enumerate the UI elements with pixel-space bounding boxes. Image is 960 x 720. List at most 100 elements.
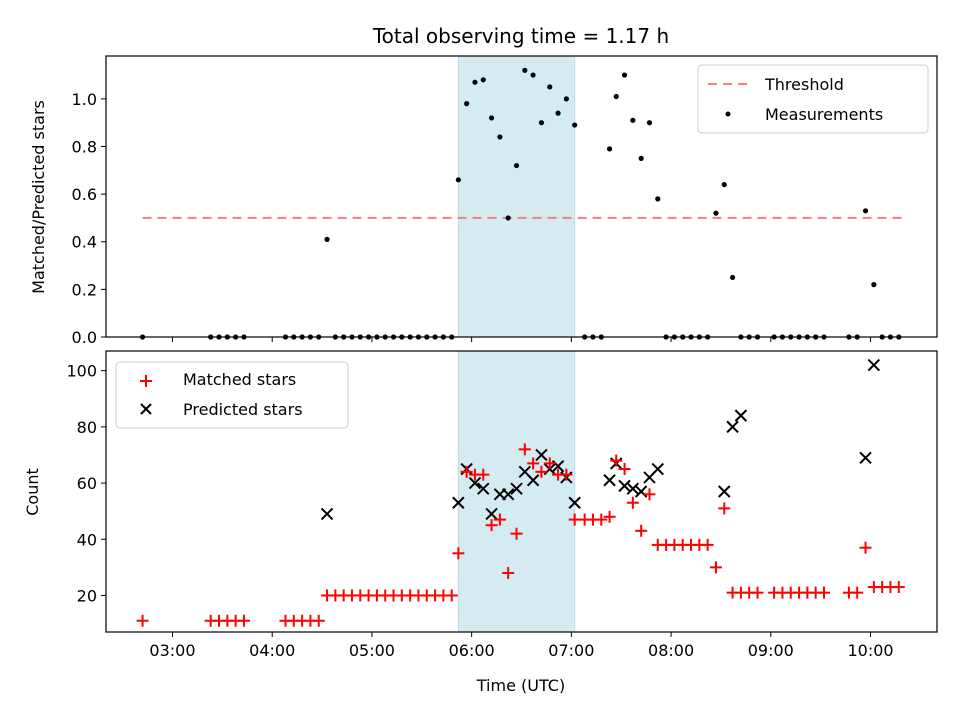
matched-marker bbox=[610, 454, 623, 467]
matched-marker bbox=[485, 519, 498, 532]
x-axis-label: Time (UTC) bbox=[476, 676, 565, 695]
measurement-point bbox=[655, 196, 661, 202]
matched-marker bbox=[701, 538, 714, 551]
measurement-point bbox=[488, 115, 495, 121]
top-legend: Threshold Measurements bbox=[697, 64, 929, 134]
predicted-marker bbox=[634, 485, 648, 498]
predicted-marker bbox=[626, 482, 640, 495]
predicted-marker-stroke bbox=[651, 462, 664, 476]
matched-marker bbox=[510, 527, 523, 540]
matched-marker bbox=[618, 463, 631, 476]
predicted-marker-stroke bbox=[477, 482, 490, 495]
legend-threshold-label: Threshold bbox=[764, 75, 844, 94]
predicted-marker-stroke bbox=[626, 482, 640, 495]
measurement-point bbox=[547, 84, 553, 90]
y-tick-label: 60 bbox=[77, 474, 97, 493]
matched-marker bbox=[718, 502, 731, 515]
y-tick-label: 0.4 bbox=[72, 233, 97, 252]
measurement-point bbox=[721, 181, 727, 188]
predicted-marker-stroke bbox=[634, 485, 648, 498]
y-tick-label: 80 bbox=[77, 418, 97, 437]
matched-marker bbox=[518, 443, 531, 456]
predicted-marker bbox=[734, 409, 748, 422]
measurement-point bbox=[563, 96, 569, 102]
x-tick-label: 10:00 bbox=[847, 641, 893, 660]
measurement-point bbox=[505, 215, 511, 221]
measurement-point bbox=[530, 72, 536, 78]
predicted-marker bbox=[859, 451, 872, 464]
bottom-shaded-span bbox=[457, 350, 576, 633]
top-panel: 0.0 0.2 0.4 0.6 0.8 1.0 Matched/Predicted sta… bbox=[29, 55, 938, 347]
matched-marker bbox=[502, 566, 515, 579]
measurement-point bbox=[646, 120, 653, 126]
bottom-y-axis-ticks: 20 40 60 80 100 bbox=[66, 362, 106, 605]
predicted-markers bbox=[320, 358, 881, 521]
matched-marker bbox=[445, 589, 458, 602]
matched-marker bbox=[136, 614, 149, 627]
measurement-point bbox=[455, 177, 461, 183]
predicted-marker bbox=[651, 462, 664, 476]
predicted-marker-stroke bbox=[535, 448, 548, 462]
bottom-panel: 20 40 60 80 100 03:00 04:00 05:00 06:00 07:00 08:… bbox=[23, 350, 938, 695]
legend-predicted-label: Predicted stars bbox=[183, 400, 303, 419]
measurement-point bbox=[324, 236, 330, 242]
matched-marker bbox=[237, 614, 250, 627]
x-tick-label: 08:00 bbox=[648, 641, 694, 660]
measurement-point bbox=[555, 110, 561, 116]
measurement-point bbox=[621, 72, 628, 78]
measurement-point bbox=[472, 79, 478, 85]
predicted-marker bbox=[867, 358, 881, 372]
measurement-point bbox=[729, 274, 736, 281]
y-tick-label: 100 bbox=[66, 362, 97, 381]
measurement-point bbox=[613, 93, 619, 100]
measurement-point bbox=[713, 210, 719, 216]
predicted-marker-stroke bbox=[734, 409, 748, 422]
y-tick-label: 1.0 bbox=[72, 90, 97, 109]
matched-marker bbox=[817, 586, 830, 599]
matched-marker bbox=[560, 468, 573, 481]
measurement-point bbox=[606, 146, 613, 152]
measurement-point bbox=[862, 208, 869, 214]
predicted-marker-stroke bbox=[510, 482, 523, 495]
bottom-x-axis-ticks: 03:00 04:00 05:00 06:00 07:00 08:00 09:00 10:00 bbox=[149, 632, 894, 660]
predicted-marker bbox=[618, 479, 631, 493]
predicted-marker-stroke bbox=[518, 465, 532, 479]
legend-matched-swatch bbox=[140, 375, 152, 387]
predicted-marker-stroke bbox=[726, 420, 739, 434]
measurement-point bbox=[480, 77, 486, 83]
x-tick-label: 06:00 bbox=[449, 641, 495, 660]
matched-marker bbox=[643, 488, 656, 501]
predicted-marker bbox=[568, 496, 581, 509]
x-tick-label: 03:00 bbox=[149, 641, 195, 660]
predicted-marker bbox=[510, 482, 523, 495]
matched-marker bbox=[892, 581, 905, 594]
predicted-marker bbox=[526, 474, 540, 487]
matched-marker bbox=[603, 510, 616, 523]
matched-markers bbox=[136, 443, 905, 627]
bottom-y-axis-label: Count bbox=[23, 468, 42, 516]
matched-marker bbox=[751, 586, 764, 599]
y-tick-label: 0.0 bbox=[72, 328, 97, 347]
predicted-marker bbox=[535, 448, 548, 462]
y-tick-label: 20 bbox=[77, 586, 97, 605]
predicted-marker-stroke bbox=[320, 507, 334, 521]
predicted-marker-stroke bbox=[867, 358, 881, 372]
matched-marker bbox=[477, 468, 490, 481]
measurement-point bbox=[538, 120, 545, 126]
x-tick-label: 05:00 bbox=[349, 641, 395, 660]
predicted-marker bbox=[718, 485, 731, 498]
matched-marker bbox=[527, 457, 540, 470]
y-tick-label: 0.8 bbox=[72, 137, 97, 156]
top-axes-frame bbox=[105, 55, 938, 338]
y-tick-label: 40 bbox=[77, 530, 97, 549]
matched-marker bbox=[460, 465, 473, 478]
predicted-marker-stroke bbox=[526, 474, 540, 487]
top-y-axis-ticks: 0.0 0.2 0.4 0.6 0.8 1.0 bbox=[72, 90, 106, 347]
predicted-marker-stroke bbox=[859, 451, 872, 464]
predicted-marker-stroke bbox=[618, 479, 631, 493]
measurement-point bbox=[630, 117, 636, 123]
predicted-marker bbox=[485, 507, 498, 521]
bottom-axes-frame bbox=[105, 350, 938, 633]
